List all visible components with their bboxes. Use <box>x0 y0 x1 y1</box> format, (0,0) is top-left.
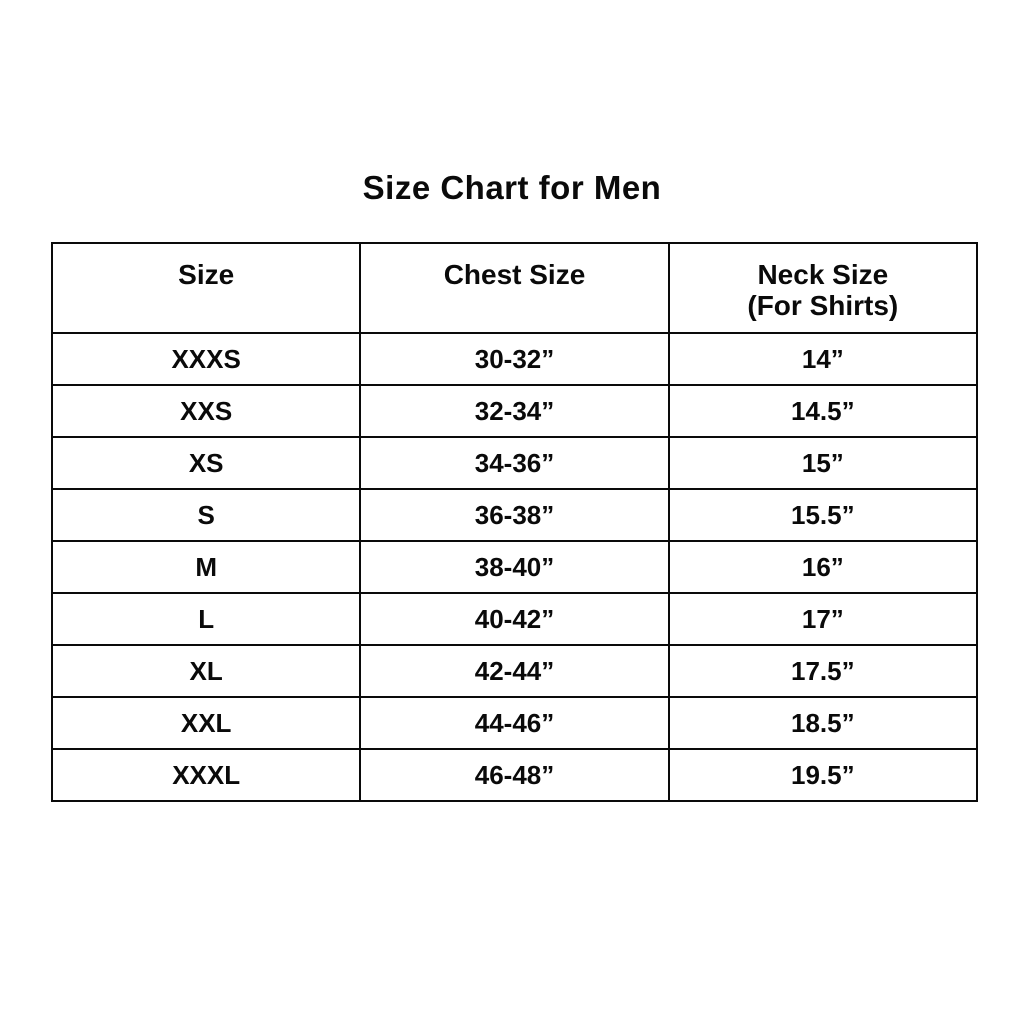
cell-chest: 36-38” <box>359 488 670 542</box>
cell-chest: 42-44” <box>359 644 670 698</box>
table-row: XL 42-44” 17.5” <box>50 644 979 698</box>
cell-neck: 17” <box>667 592 979 646</box>
cell-size: M <box>50 540 362 594</box>
column-header-size-label: Size <box>178 259 235 290</box>
table-row: XXXL 46-48” 19.5” <box>50 748 979 802</box>
table-row: XXL 44-46” 18.5” <box>50 696 979 750</box>
cell-neck: 15” <box>667 436 979 490</box>
cell-neck: 16” <box>667 540 979 594</box>
cell-neck: 18.5” <box>667 696 979 750</box>
cell-size: XL <box>50 644 362 698</box>
size-chart-table-body: XXXS 30-32” 14” XXS 32-34” 14.5” XS 34-3… <box>50 332 979 802</box>
cell-chest: 40-42” <box>359 592 670 646</box>
table-row: L 40-42” 17” <box>50 592 979 646</box>
cell-neck: 14” <box>667 332 979 386</box>
cell-chest: 32-34” <box>359 384 670 438</box>
header-row: Size Chest Size Neck Size (For Shirts) <box>50 242 979 334</box>
column-header-chest-size: Chest Size <box>359 242 670 334</box>
size-chart-table-header: Size Chest Size Neck Size (For Shirts) <box>50 242 979 334</box>
cell-size: L <box>50 592 362 646</box>
table-row: M 38-40” 16” <box>50 540 979 594</box>
cell-neck: 15.5” <box>667 488 979 542</box>
cell-chest: 44-46” <box>359 696 670 750</box>
table-row: XS 34-36” 15” <box>50 436 979 490</box>
table-row: S 36-38” 15.5” <box>50 488 979 542</box>
cell-neck: 19.5” <box>667 748 979 802</box>
cell-neck: 14.5” <box>667 384 979 438</box>
cell-size: XXS <box>50 384 362 438</box>
cell-size: XXXL <box>50 748 362 802</box>
column-header-neck-size-label: Neck Size <box>757 259 889 290</box>
table-row: XXXS 30-32” 14” <box>50 332 979 386</box>
column-header-chest-size-label: Chest Size <box>443 259 586 290</box>
table-row: XXS 32-34” 14.5” <box>50 384 979 438</box>
column-header-neck-size-sublabel: (For Shirts) <box>747 290 899 321</box>
cell-size: XS <box>50 436 362 490</box>
cell-size: S <box>50 488 362 542</box>
cell-chest: 38-40” <box>359 540 670 594</box>
cell-chest: 46-48” <box>359 748 670 802</box>
size-chart-table: Size Chest Size Neck Size (For Shirts) X… <box>50 242 979 802</box>
page-title: Size Chart for Men <box>362 169 662 206</box>
column-header-size: Size <box>50 242 362 334</box>
column-header-neck-size: Neck Size (For Shirts) <box>667 242 979 334</box>
cell-size: XXXS <box>50 332 362 386</box>
cell-neck: 17.5” <box>667 644 979 698</box>
cell-size: XXL <box>50 696 362 750</box>
cell-chest: 30-32” <box>359 332 670 386</box>
cell-chest: 34-36” <box>359 436 670 490</box>
